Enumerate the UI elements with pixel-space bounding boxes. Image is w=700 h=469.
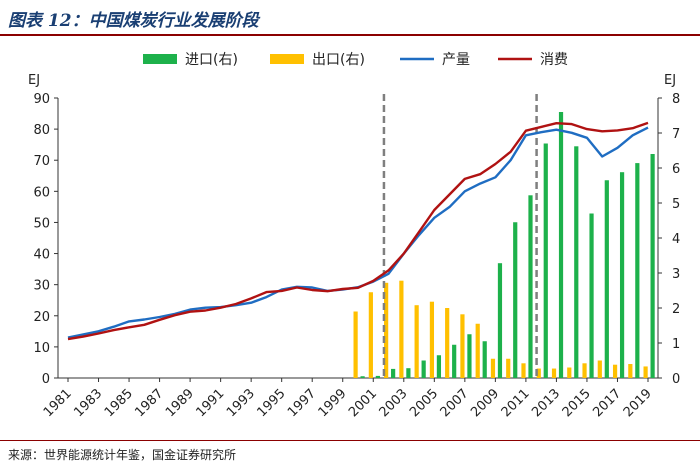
x-tick-label: 1991 xyxy=(193,386,227,420)
left-tick-label: 90 xyxy=(33,92,50,107)
export-bar xyxy=(460,314,465,378)
left-tick-label: 80 xyxy=(33,123,50,138)
x-tick-label: 2007 xyxy=(438,386,472,420)
left-axis-unit: EJ xyxy=(28,73,40,88)
left-tick-label: 70 xyxy=(33,154,50,169)
right-tick-label: 7 xyxy=(672,127,680,142)
export-bar xyxy=(353,311,358,378)
export-bar xyxy=(536,368,541,378)
x-tick-label: 2019 xyxy=(621,386,655,420)
import-bar xyxy=(604,180,609,378)
export-bar xyxy=(368,292,373,378)
right-tick-label: 1 xyxy=(672,337,680,352)
left-tick-label: 60 xyxy=(33,185,50,200)
export-bar xyxy=(567,367,572,378)
import-bar xyxy=(406,368,411,378)
x-tick-label: 2015 xyxy=(560,386,594,420)
right-tick-label: 3 xyxy=(672,267,680,282)
import-bar xyxy=(360,376,365,378)
x-tick-label: 1989 xyxy=(163,386,197,420)
legend-export-label: 出口(右) xyxy=(312,52,365,68)
x-tick-label: 2003 xyxy=(377,386,411,420)
bars-layer xyxy=(353,112,655,378)
export-bar xyxy=(445,308,450,378)
import-bar xyxy=(543,143,548,378)
right-tick-label: 4 xyxy=(672,232,680,247)
right-tick-label: 6 xyxy=(672,162,680,177)
x-tick-label: 2005 xyxy=(407,386,441,420)
title-bar: 图表 12：中国煤炭行业发展阶段 xyxy=(0,0,700,34)
x-tick-label: 1993 xyxy=(224,386,258,420)
x-tick-label: 1983 xyxy=(71,386,105,420)
import-bar xyxy=(589,213,594,378)
import-bar xyxy=(375,375,380,378)
import-bar xyxy=(436,355,442,378)
footer-rule xyxy=(0,440,700,441)
page-title: 图表 12：中国煤炭行业发展阶段 xyxy=(8,11,259,31)
legend-import-label: 进口(右) xyxy=(185,52,238,68)
export-bar xyxy=(506,358,511,378)
right-tick-label: 0 xyxy=(672,372,680,387)
import-bar xyxy=(558,112,564,378)
export-bar xyxy=(384,282,389,378)
right-tick-label: 2 xyxy=(672,302,680,317)
left-tick-label: 40 xyxy=(33,248,50,263)
coal-chart: 0 10 20 30 40 50 60 70 80 90 EJ 0 1 2 3 4 5 6 7 8 EJ 19811983… xyxy=(28,52,680,420)
left-tick-label: 50 xyxy=(33,216,50,231)
import-bar xyxy=(528,195,533,378)
export-bar xyxy=(414,305,419,378)
legend-production-label: 产量 xyxy=(442,52,470,68)
x-tick-label: 2009 xyxy=(468,386,502,420)
import-bar xyxy=(452,344,457,378)
import-bar xyxy=(635,163,640,378)
legend: 进口(右) 出口(右) 产量 消费 xyxy=(143,52,568,68)
import-bar xyxy=(574,146,579,378)
legend-import-swatch xyxy=(143,54,177,64)
import-bar xyxy=(467,334,472,378)
export-bar xyxy=(582,363,587,378)
export-bar xyxy=(429,301,435,378)
export-bar xyxy=(475,323,480,378)
right-tick-label: 8 xyxy=(672,92,680,107)
legend-consumption-label: 消费 xyxy=(540,52,568,68)
export-bar xyxy=(521,363,526,378)
lines-layer xyxy=(67,94,649,378)
import-bar xyxy=(650,154,655,378)
x-tick-label: 2017 xyxy=(590,386,624,420)
x-tick-label: 1995 xyxy=(255,386,289,420)
export-bar xyxy=(612,364,618,378)
x-tick-label: 1985 xyxy=(102,386,136,420)
x-tick-label: 1997 xyxy=(285,386,319,420)
x-tick-label: 2013 xyxy=(529,386,563,420)
export-bar xyxy=(643,366,648,378)
left-tick-label: 10 xyxy=(33,341,50,356)
x-tick-label: 1981 xyxy=(41,386,75,420)
export-bar xyxy=(399,280,404,378)
x-tick-label: 1999 xyxy=(316,386,350,420)
export-bar xyxy=(490,358,496,378)
right-tick-label: 5 xyxy=(672,197,680,212)
export-bar xyxy=(551,368,557,378)
x-tick-label: 1987 xyxy=(132,386,166,420)
x-tick-label: 2001 xyxy=(346,386,380,420)
import-bar xyxy=(619,172,625,378)
x-tick-label: 2011 xyxy=(499,386,533,420)
export-bar xyxy=(628,364,633,378)
legend-export-swatch xyxy=(270,54,304,64)
import-bar xyxy=(482,341,487,378)
import-bar xyxy=(421,360,426,378)
title-rule xyxy=(0,34,700,36)
left-tick-label: 20 xyxy=(33,310,50,325)
source-note: 来源：世界能源统计年鉴，国金证券研究所 xyxy=(8,448,237,462)
export-bar xyxy=(597,360,602,378)
import-bar xyxy=(391,368,396,378)
left-tick-label: 0 xyxy=(42,372,50,387)
left-tick-label: 30 xyxy=(33,279,50,294)
import-bar xyxy=(497,263,503,378)
right-axis-unit: EJ xyxy=(664,73,676,88)
consumption-line xyxy=(67,121,649,341)
import-bar xyxy=(513,222,518,378)
